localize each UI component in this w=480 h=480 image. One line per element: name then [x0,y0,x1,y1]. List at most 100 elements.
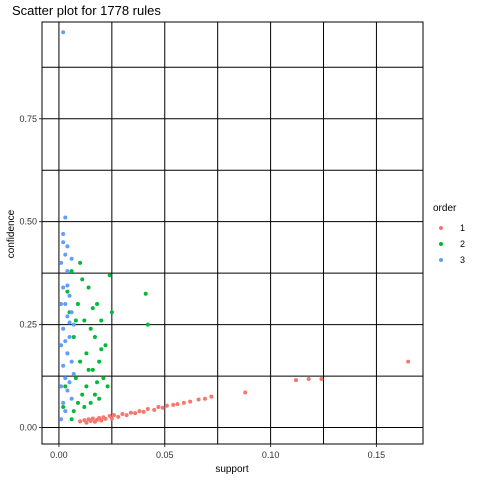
data-point-order-1 [90,416,95,421]
data-point-order-3 [63,376,68,381]
data-points [59,30,411,425]
data-point-order-3 [69,310,74,315]
data-point-order-2 [90,306,95,311]
data-point-order-3 [65,283,70,288]
data-point-order-1 [156,404,161,409]
data-point-order-3 [59,384,64,389]
chart-title: Scatter plot for 1778 rules [12,3,161,18]
data-point-order-1 [406,359,411,364]
data-point-order-2 [88,400,93,405]
data-point-order-2 [82,404,87,409]
data-point-order-2 [75,400,80,405]
y-tick-label: 0.50 [19,217,37,227]
data-point-order-3 [61,240,66,245]
x-tick-label: 0.05 [156,450,174,460]
data-point-order-3 [61,30,66,35]
data-point-order-3 [69,359,74,364]
data-point-order-3 [61,326,66,331]
data-point-order-1 [202,396,207,401]
data-point-order-3 [63,302,68,307]
data-point-order-3 [61,363,66,368]
x-tick-label: 0.15 [368,450,386,460]
data-point-order-2 [97,359,102,364]
y-axis-title: confidence [6,209,17,258]
data-point-order-1 [111,413,116,418]
data-point-order-1 [109,416,114,421]
data-point-order-2 [92,334,97,339]
data-point-order-3 [71,372,76,377]
data-point-order-1 [164,403,169,408]
data-point-order-1 [171,402,176,407]
data-point-order-1 [128,410,133,415]
data-point-order-1 [175,402,180,407]
data-point-order-2 [80,392,85,397]
data-point-order-3 [65,244,70,249]
data-point-order-1 [152,407,157,412]
data-point-order-2 [78,359,83,364]
legend-title: order [433,203,457,214]
data-point-order-2 [82,318,87,323]
data-point-order-1 [137,409,142,414]
data-point-order-1 [306,376,311,381]
data-point-order-3 [59,417,64,422]
x-axis: 0.00 0.05 0.10 0.15 [50,444,385,460]
data-point-order-1 [116,414,121,419]
y-tick-label: 0.25 [19,320,37,330]
data-point-order-3 [65,388,70,393]
plot-panel [41,21,424,445]
data-point-order-3 [63,339,68,344]
legend-key-order-2 [439,242,443,246]
data-point-order-2 [101,376,106,381]
data-point-order-3 [59,343,64,348]
data-point-order-2 [75,302,80,307]
data-point-order-3 [59,302,64,307]
data-point-order-3 [61,285,66,290]
data-point-order-2 [97,396,102,401]
data-point-order-3 [67,380,72,385]
data-point-order-1 [78,419,83,424]
data-point-order-1 [243,390,248,395]
data-point-order-3 [61,400,66,405]
data-point-order-2 [86,285,91,290]
data-point-order-3 [69,256,74,261]
data-point-order-1 [196,397,201,402]
data-point-order-3 [67,293,72,298]
data-point-order-2 [78,260,83,265]
data-point-order-3 [59,260,64,265]
x-tick-label: 0.00 [50,450,68,460]
data-point-order-3 [67,334,72,339]
data-point-order-1 [294,378,298,383]
data-point-order-2 [99,318,104,323]
data-point-order-3 [69,396,74,401]
x-tick-label: 0.10 [262,450,280,460]
data-point-order-1 [141,409,146,414]
data-point-order-3 [63,252,68,257]
data-point-order-3 [67,320,72,325]
data-point-order-2 [61,404,66,409]
data-point-order-2 [90,367,95,372]
data-point-order-2 [109,310,114,315]
data-point-order-2 [95,380,100,385]
data-point-order-2 [84,351,89,356]
data-point-order-2 [84,384,89,389]
data-point-order-2 [143,291,148,296]
data-point-order-1 [99,418,104,423]
data-point-order-2 [99,347,104,352]
data-point-order-1 [160,405,165,410]
data-point-order-2 [145,322,150,327]
data-point-order-2 [107,273,112,278]
data-point-order-2 [71,334,76,339]
legend-label-order-1: 1 [460,223,465,233]
data-point-order-2 [92,392,97,397]
data-point-order-1 [133,411,138,416]
x-axis-title: support [215,464,249,475]
data-point-order-1 [120,411,125,416]
data-point-order-1 [188,399,193,404]
legend: order 1 2 3 [433,203,465,265]
data-point-order-2 [88,326,93,331]
data-point-order-3 [63,215,68,220]
y-tick-label: 0.75 [19,114,37,124]
data-point-order-1 [84,420,89,425]
data-point-order-3 [65,314,70,319]
